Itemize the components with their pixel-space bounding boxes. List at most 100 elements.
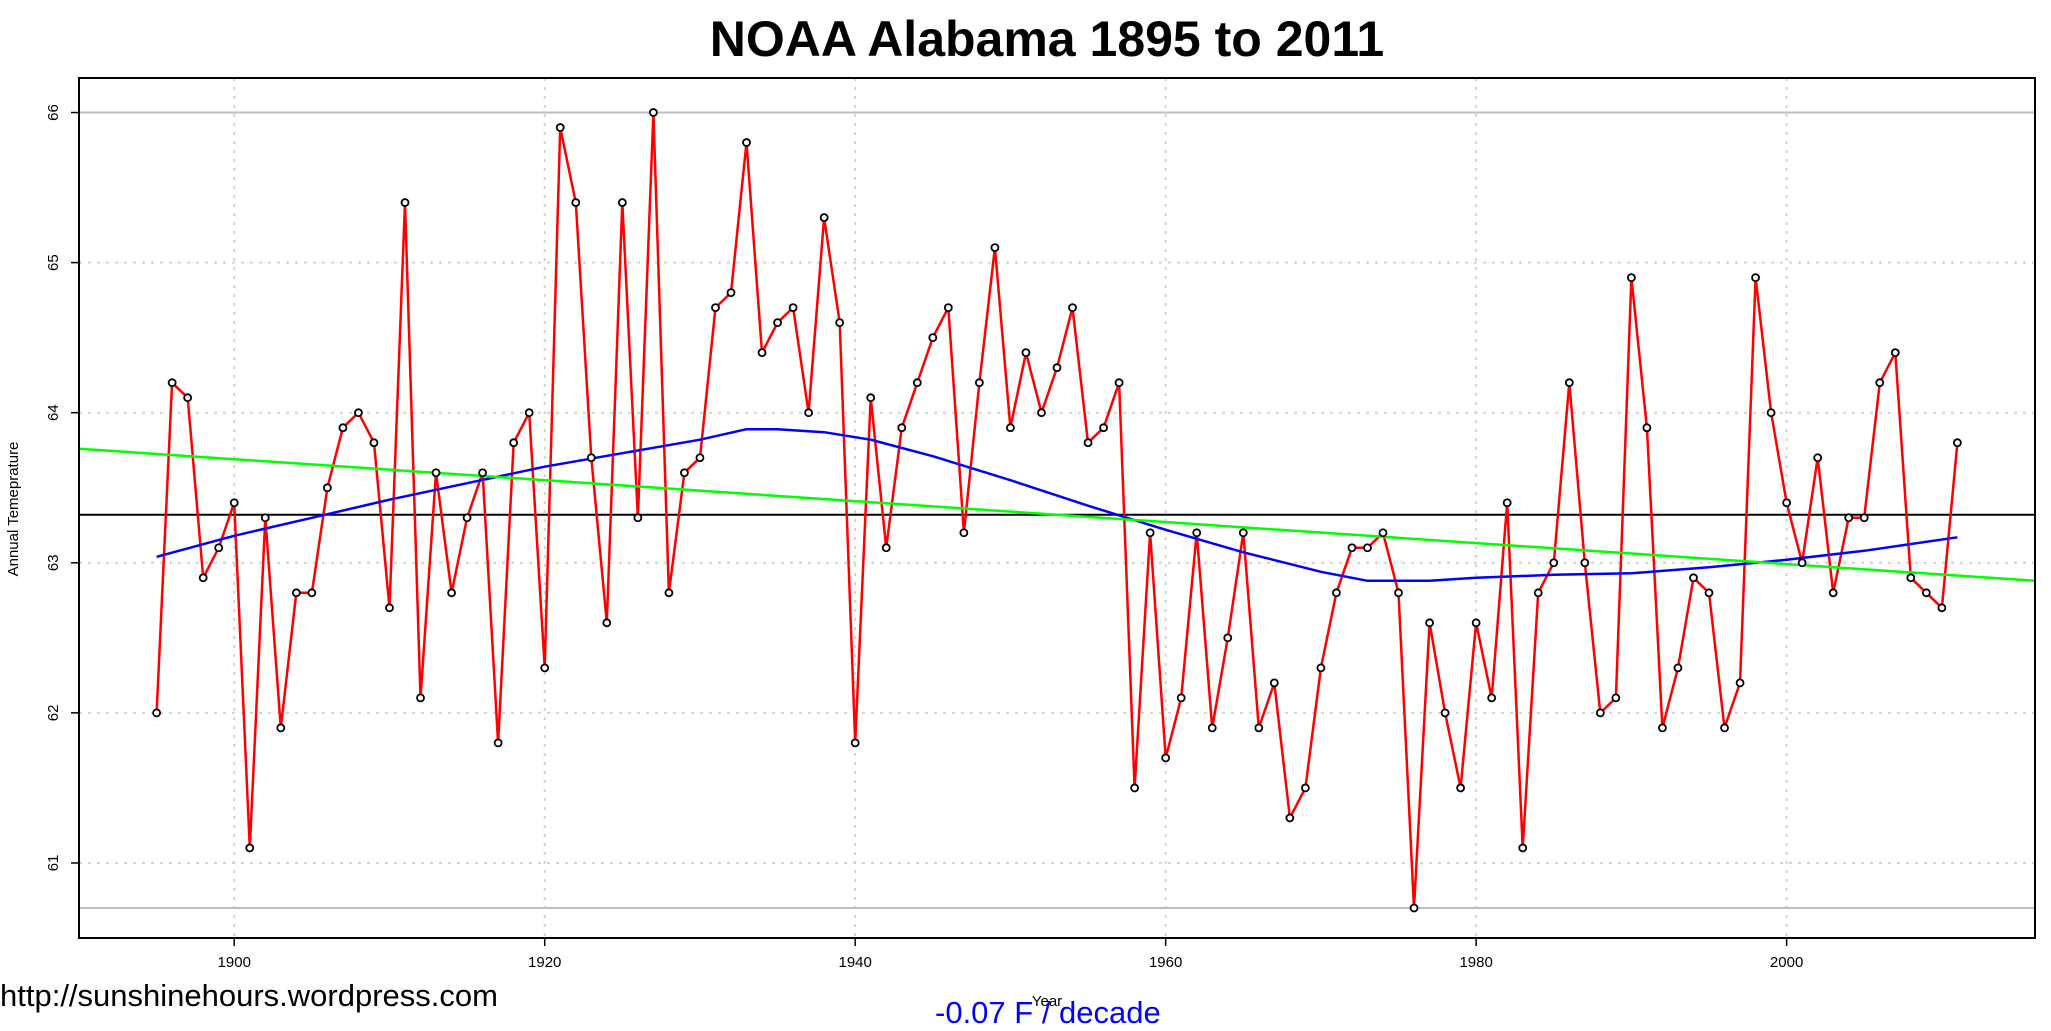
data-point <box>1937 603 1947 613</box>
data-point <box>183 393 193 403</box>
data-point <box>540 663 550 673</box>
data-point <box>1378 528 1388 538</box>
y-tick-label: 65 <box>45 254 62 271</box>
data-point <box>1130 783 1140 793</box>
data-point <box>1176 693 1186 703</box>
chart-title: NOAA Alabama 1895 to 2011 <box>710 11 1384 67</box>
x-tick-label: 1940 <box>839 954 872 971</box>
data-point <box>648 108 658 117</box>
trend-annotation: -0.07 F / decade <box>935 995 1161 1030</box>
data-point <box>1533 588 1543 598</box>
data-point <box>214 543 224 553</box>
data-point <box>1083 438 1093 448</box>
data-point <box>1518 843 1528 853</box>
annual-series-line <box>155 111 1959 910</box>
data-point <box>1564 378 1574 388</box>
data-point <box>260 513 270 523</box>
y-tick-label: 63 <box>45 554 62 571</box>
data-point <box>1921 588 1931 598</box>
data-point <box>462 513 472 523</box>
data-point <box>291 588 301 598</box>
data-point <box>1797 558 1807 568</box>
data-point <box>804 408 814 418</box>
data-point <box>1068 303 1077 313</box>
data-point <box>850 738 860 748</box>
data-point <box>835 318 845 328</box>
data-point <box>912 378 922 388</box>
x-tick-label: 2000 <box>1770 954 1803 971</box>
data-point <box>478 468 488 478</box>
data-point <box>1658 723 1667 733</box>
data-point <box>1238 528 1248 538</box>
data-point <box>711 303 720 313</box>
data-point <box>1285 813 1295 823</box>
data-point <box>167 378 177 388</box>
y-axis-label: Annual Temeprature <box>5 442 22 577</box>
data-point <box>1890 348 1900 358</box>
x-tick-label: 1980 <box>1459 954 1492 971</box>
data-point <box>400 198 410 207</box>
data-point <box>322 483 332 493</box>
data-point <box>1440 708 1450 718</box>
data-point <box>881 543 891 553</box>
data-point <box>1037 408 1046 418</box>
data-point <box>338 423 348 433</box>
x-axis: 1900 1920 1940 1960 1980 2000 <box>218 938 1803 971</box>
data-point <box>1021 348 1031 358</box>
data-point <box>1192 528 1202 538</box>
data-point <box>773 318 782 328</box>
data-point <box>1161 753 1171 763</box>
y-tick-label: 64 <box>45 404 62 421</box>
series-lines <box>78 111 2036 910</box>
x-tick-label: 1960 <box>1149 954 1182 971</box>
reference-lines <box>79 111 2035 909</box>
data-point <box>897 423 907 433</box>
data-point <box>742 138 751 147</box>
data-point <box>1952 438 1962 448</box>
data-point <box>1223 633 1233 643</box>
data-point <box>1099 423 1108 433</box>
data-point <box>1906 573 1916 583</box>
data-point <box>1782 498 1792 508</box>
data-point <box>1875 378 1885 388</box>
data-point <box>276 723 286 733</box>
data-point <box>1859 513 1869 523</box>
data-point <box>1207 723 1217 733</box>
data-point <box>1502 498 1512 508</box>
data-point <box>695 453 705 463</box>
data-point <box>1471 618 1481 628</box>
data-point <box>245 843 255 853</box>
data-point <box>1549 558 1559 568</box>
data-point <box>1595 708 1605 718</box>
data-point <box>866 393 876 403</box>
y-tick-label: 66 <box>45 104 62 121</box>
data-point <box>1363 543 1372 553</box>
data-point <box>1813 453 1823 463</box>
data-point <box>229 498 239 508</box>
data-point <box>1673 663 1683 673</box>
data-point <box>680 468 689 478</box>
data-point <box>1626 273 1636 283</box>
data-point <box>943 303 953 313</box>
data-point <box>307 588 317 598</box>
x-axis-label: Year <box>1032 993 1062 1010</box>
data-point <box>1254 723 1264 733</box>
data-point <box>1006 423 1015 433</box>
data-point <box>617 198 627 207</box>
data-point <box>1394 588 1403 598</box>
data-points <box>152 108 1962 913</box>
data-point <box>493 738 503 748</box>
data-point <box>1114 378 1124 388</box>
data-point <box>819 213 829 222</box>
data-point <box>1611 693 1621 703</box>
data-point <box>1487 693 1497 703</box>
data-point <box>1269 678 1279 688</box>
data-point <box>354 408 363 418</box>
data-point <box>757 348 767 358</box>
y-tick-label: 61 <box>45 855 62 872</box>
data-point <box>990 243 1000 252</box>
data-point <box>1828 588 1838 598</box>
data-point <box>509 438 519 448</box>
data-point <box>586 453 596 463</box>
